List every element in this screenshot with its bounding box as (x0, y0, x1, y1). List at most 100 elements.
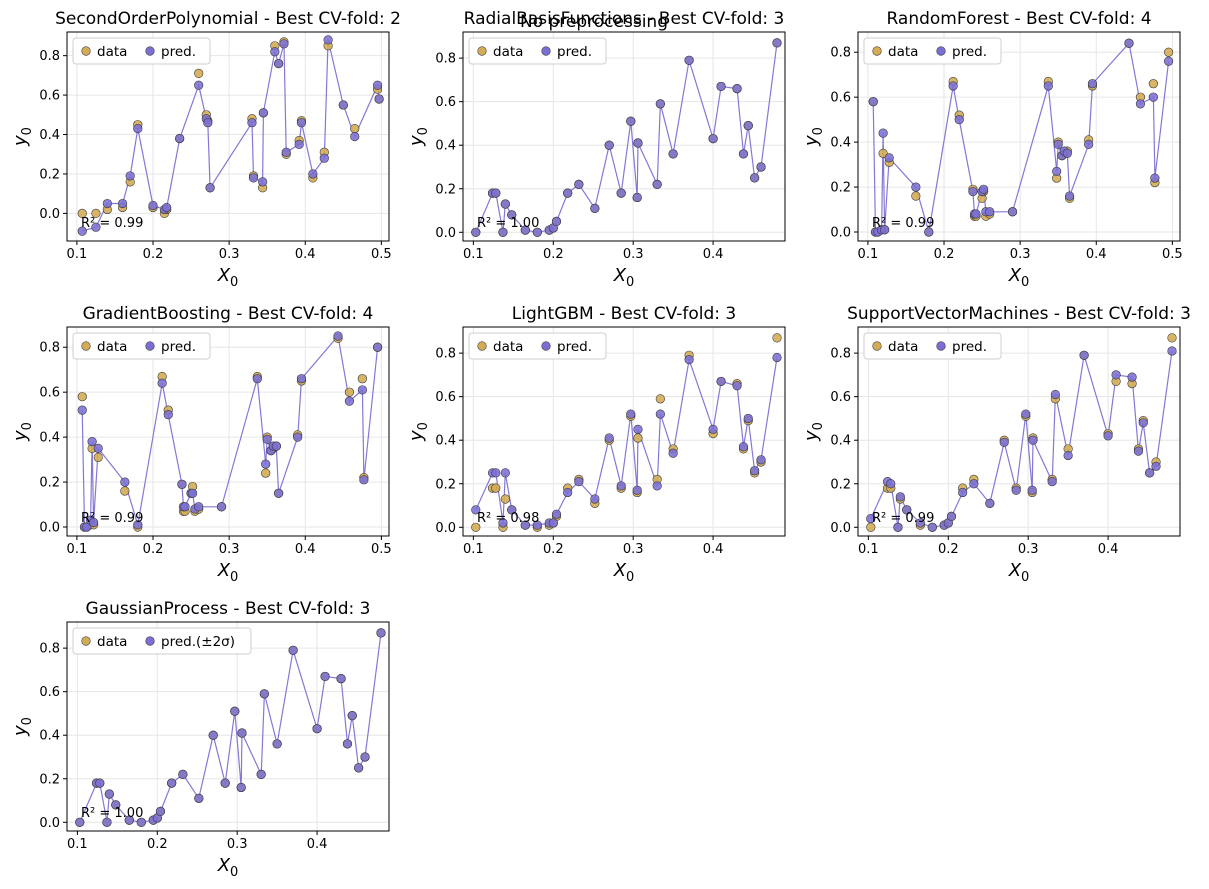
legend-data-marker (872, 46, 882, 56)
pred-point (1050, 389, 1060, 400)
x-axis-label: X0 (1008, 560, 1030, 585)
x-tick-label: 0.3 (1018, 542, 1039, 557)
pred-point (1148, 92, 1158, 102)
legend-data-label: data (493, 339, 523, 355)
pred-point (471, 505, 481, 515)
pred-point (77, 405, 87, 415)
y-tick-label: 0.0 (830, 521, 851, 536)
x-tick-label: 0.2 (143, 247, 164, 262)
data-point (772, 333, 782, 343)
pred-point (958, 487, 968, 498)
pred-point (360, 752, 370, 762)
pred-point (1087, 79, 1098, 89)
legend-box (72, 332, 211, 360)
pred-point (320, 671, 330, 682)
legend-pred-label: pred. (161, 44, 196, 60)
pred-point (372, 80, 383, 90)
legend-box (72, 627, 252, 655)
x-tick-label: 0.4 (295, 542, 316, 557)
pred-point (194, 80, 204, 90)
pred-point (878, 128, 888, 138)
axes-frame (462, 326, 786, 537)
y-tick-label: 0.0 (39, 521, 60, 536)
y-tick-label: 0.0 (435, 226, 456, 241)
x-tick-label: 0.1 (463, 247, 484, 262)
pred-point (208, 730, 218, 740)
pred-point (968, 186, 978, 197)
pred-point (632, 485, 642, 495)
pred-point (155, 806, 166, 817)
data-point (911, 191, 921, 201)
x-tick-label: 0.4 (1086, 247, 1107, 262)
legend-data-marker (872, 341, 882, 351)
pred-point (175, 133, 185, 144)
y-tick-label: 0.8 (39, 642, 60, 657)
legend-pred-label: pred. (161, 339, 196, 355)
pred-point (1127, 372, 1137, 382)
y-tick-label: 0.6 (39, 685, 60, 700)
legend-data-marker (81, 341, 91, 351)
x-axis-label: X0 (217, 855, 239, 880)
pred-point (354, 763, 364, 773)
legend-data-label: data (888, 44, 918, 60)
x-tick-label: 0.4 (295, 247, 316, 262)
x-tick-label: 0.5 (1162, 247, 1183, 262)
y-tick-label: 0.4 (435, 139, 456, 154)
y-tick-label: 0.4 (435, 434, 456, 449)
pred-point (258, 177, 268, 187)
legend-pred-label: pred. (557, 339, 592, 355)
prediction-line (870, 350, 1173, 528)
pred-point (194, 502, 204, 512)
data-point (77, 392, 87, 402)
pred-point (89, 517, 99, 528)
legend-box (863, 37, 1002, 65)
y-tick-label: 0.6 (39, 89, 60, 104)
pred-point (77, 226, 87, 236)
pred-point (1133, 446, 1144, 456)
y-tick-label: 0.2 (435, 182, 456, 197)
legend-box (468, 332, 607, 360)
x-tick-label: 0.2 (934, 247, 955, 262)
pred-point (104, 789, 114, 799)
pred-point (750, 466, 760, 476)
pred-point (376, 628, 386, 638)
data-point (655, 394, 665, 404)
pred-point (372, 342, 383, 352)
pred-point (163, 410, 173, 420)
x-tick-label: 0.2 (543, 247, 564, 262)
pred-point (133, 520, 143, 530)
pred-point (772, 38, 782, 48)
pred-point (296, 374, 307, 384)
legend-data-label: data (493, 44, 523, 60)
y-axis-label: y0 (10, 717, 35, 737)
pred-point (333, 331, 343, 341)
pred-point (261, 459, 271, 469)
x-axis-label: X0 (613, 265, 635, 290)
pred-point (532, 227, 542, 237)
legend-data-label: data (97, 44, 127, 60)
x-tick-label: 0.4 (703, 542, 724, 557)
pred-point (756, 455, 766, 465)
subplot-4: 0.1 0.2 0.3 0.4 0.5 0.0 0.2 0.4 0.6 0.8 GradientBo… (10, 304, 392, 585)
pred-point (520, 225, 530, 235)
legend: data pred. (72, 332, 211, 360)
pred-point (738, 149, 749, 159)
y-axis-label: y0 (406, 422, 431, 442)
legend-pred-label: pred. (952, 44, 987, 60)
y-axis-label: y0 (801, 127, 826, 147)
y-tick-label: 0.2 (830, 181, 851, 196)
pred-point (655, 99, 665, 109)
pred-point (294, 139, 304, 149)
legend-data-marker (81, 636, 91, 646)
pred-point (738, 442, 749, 452)
pred-point (756, 162, 766, 172)
pred-point (102, 198, 112, 209)
data-point (91, 208, 101, 218)
pred-point (1111, 370, 1121, 380)
pred-point (1084, 139, 1094, 149)
pred-point (507, 210, 517, 220)
x-tick-label: 0.2 (147, 837, 168, 852)
pred-point (359, 475, 369, 485)
pred-point (230, 706, 240, 716)
y-tick-label: 0.6 (435, 95, 456, 110)
